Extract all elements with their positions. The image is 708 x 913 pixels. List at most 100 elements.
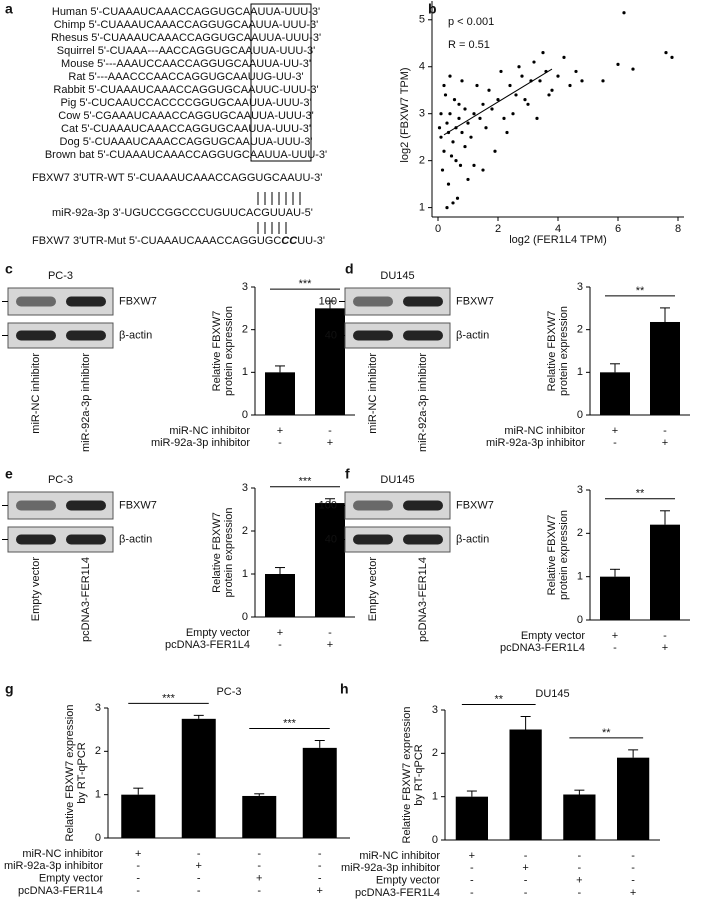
x-tick-label: 2: [495, 223, 501, 235]
condition-mark: -: [197, 885, 201, 897]
significance-label: **: [494, 693, 503, 705]
point: [448, 74, 452, 78]
bar: [302, 747, 337, 838]
blot-band: [403, 500, 443, 511]
condition-name: Empty vector: [186, 627, 251, 639]
band-label: β-actin: [456, 329, 489, 341]
condition-mark: +: [277, 627, 283, 639]
condition-mark: +: [256, 873, 262, 885]
x-tick-label: 0: [435, 223, 441, 235]
y-axis-label: Relative FBXW7 expression: [64, 705, 76, 842]
blot-band: [353, 330, 393, 341]
y-tick-label: 0: [577, 409, 583, 421]
point: [508, 83, 512, 88]
species-sequence: Rabbit 5'-CUAAAUCAAACCAGGUGCAAUUC-UUU-3': [53, 84, 318, 96]
point: [517, 65, 521, 69]
point: [511, 112, 515, 116]
blot-band: [16, 500, 56, 511]
point: [460, 130, 464, 135]
point: [439, 112, 443, 116]
band-label: β-actin: [119, 533, 152, 545]
lane-label: Empty vector: [367, 557, 379, 622]
point: [670, 55, 674, 59]
x-tick-label: 4: [555, 223, 561, 235]
y-tick-label: 2: [432, 747, 438, 759]
point: [532, 60, 536, 64]
point: [556, 74, 560, 78]
blot-title: DU145: [380, 474, 414, 486]
condition-name: pcDNA3-FER1L4: [165, 639, 250, 651]
y-axis-label: Relative FBXW7: [211, 311, 223, 392]
significance-label: ***: [162, 692, 176, 704]
point: [449, 154, 454, 158]
point: [443, 93, 448, 97]
y-tick-label: 0: [95, 832, 101, 844]
condition-mark: -: [328, 425, 332, 437]
y-tick-label: 1: [577, 571, 583, 583]
y-axis-label: protein expression: [223, 508, 235, 598]
condition-name: Empty vector: [39, 873, 104, 885]
condition-name: miR-92a-3p inhibitor: [486, 437, 585, 449]
significance-label: **: [602, 727, 611, 739]
marker-label: 100: [319, 295, 337, 307]
lane-label: pcDNA3-FER1L4: [417, 557, 429, 642]
panel-label: d: [345, 261, 354, 277]
point: [448, 112, 452, 116]
condition-mark: -: [318, 873, 322, 885]
y-tick-label: 0: [242, 611, 248, 623]
point: [502, 116, 506, 120]
condition-mark: +: [196, 860, 202, 872]
blot-band: [16, 534, 56, 545]
condition-mark: -: [631, 875, 635, 887]
point: [446, 182, 451, 186]
bar: [315, 308, 345, 415]
bar: [650, 524, 680, 620]
point: [457, 116, 461, 120]
condition-mark: +: [612, 425, 618, 437]
point: [439, 135, 443, 139]
point: [601, 79, 605, 83]
condition-mark: -: [663, 425, 667, 437]
condition-name: miR-NC inhibitor: [504, 425, 585, 437]
lane-label: Empty vector: [30, 557, 42, 622]
point: [526, 102, 530, 106]
point: [460, 79, 464, 83]
point: [487, 88, 491, 92]
species-sequence: Rat 5'---AAACCCAACCAGGUGCAAUUG-UU-3': [68, 71, 303, 83]
y-axis-label: Relative FBXW7: [546, 515, 558, 596]
significance-label: **: [636, 488, 645, 500]
bar: [242, 795, 277, 838]
y-axis-label: log2 (FBXW7 TPM): [399, 67, 411, 162]
seed-box: [250, 3, 312, 162]
y-tick-label: 1: [432, 791, 438, 803]
species-sequence: Cat 5'-CUAAAUCAAACCAGGUGCAAUUA-UUU-3': [61, 123, 311, 135]
condition-mark: -: [578, 850, 582, 862]
condition-mark: +: [612, 630, 618, 642]
point: [451, 201, 455, 205]
point: [580, 79, 584, 83]
point: [616, 62, 620, 66]
y-tick-label: 1: [419, 202, 425, 214]
condition-mark: -: [613, 642, 617, 654]
bar: [315, 503, 345, 617]
point: [463, 107, 467, 111]
species-sequence: Cow 5'-CGAAAUCAAACCAGGUGCAAUUA-UUU-3': [58, 110, 313, 122]
y-tick-label: 2: [577, 324, 583, 336]
y-tick-label: 0: [577, 614, 583, 626]
panel-label: e: [5, 466, 13, 482]
y-axis-label: protein expression: [558, 510, 570, 600]
pairing-bars: [257, 192, 301, 234]
condition-mark: -: [524, 850, 528, 862]
y-tick-label: 2: [577, 527, 583, 539]
condition-mark: -: [257, 860, 261, 872]
blot-band: [353, 296, 393, 307]
y-axis-label: by RT-qPCR: [413, 744, 425, 806]
point: [472, 112, 476, 116]
y-tick-label: 1: [242, 366, 248, 378]
condition-mark: -: [470, 862, 474, 874]
point: [538, 79, 542, 83]
species-sequence: Squirrel 5'-CUAAA---AACCAGGUGCAAUUA-UUU-…: [57, 45, 315, 57]
condition-mark: +: [317, 885, 323, 897]
y-axis-label: by RT-qPCR: [76, 742, 88, 804]
condition-mark: -: [578, 862, 582, 874]
